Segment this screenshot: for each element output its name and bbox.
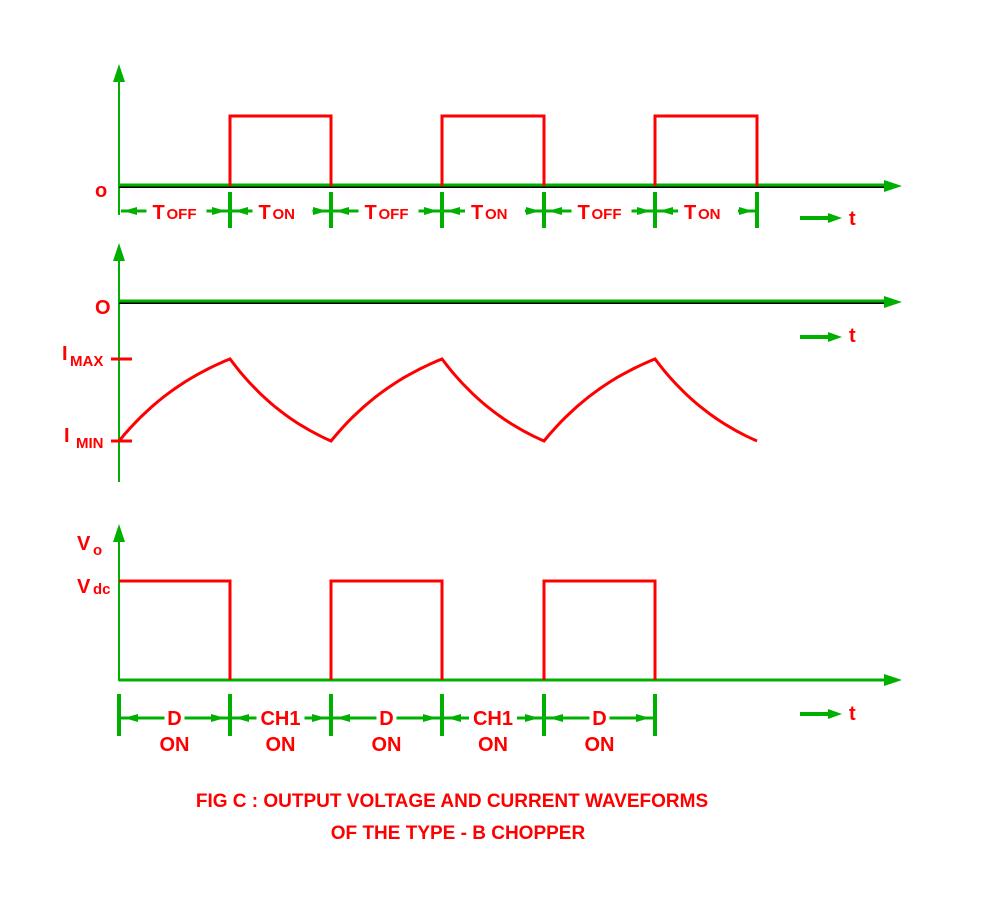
arrow-left-icon: [124, 714, 138, 722]
imin-label: I: [64, 425, 70, 447]
arrow-right-icon: [636, 714, 650, 722]
bottom-interval-state: ON: [372, 734, 402, 756]
arrow-left-icon: [659, 207, 673, 215]
bottom-interval-label: CH1: [260, 708, 300, 730]
bottom-interval-label: CH1: [473, 708, 513, 730]
middle-time-label: t: [849, 325, 856, 347]
top-interval-label: T: [259, 202, 271, 224]
arrow-right-icon: [312, 714, 326, 722]
voltage-pulse: [542, 579, 657, 680]
arrow-left-icon: [549, 714, 563, 722]
caption-line-2: OF THE TYPE - B CHOPPER: [331, 823, 586, 844]
bottom-y-axis-arrow-icon: [113, 524, 125, 542]
top-y-axis-arrow-icon: [113, 64, 125, 82]
arrow-left-icon: [123, 207, 137, 215]
top-time-arrow-head: [828, 213, 842, 223]
middle-y-axis-arrow-icon: [113, 243, 125, 261]
vo-label: V: [77, 533, 91, 555]
top-interval-label: T: [471, 202, 483, 224]
imax-label: I: [62, 343, 68, 365]
bottom-time-arrow-head: [828, 709, 842, 719]
top-interval-label: T: [365, 202, 377, 224]
top-origin-label: o: [95, 180, 107, 202]
voltage-pulse: [119, 579, 232, 680]
bottom-interval-state: ON: [266, 734, 296, 756]
top-interval-sub: OFF: [592, 206, 622, 223]
arrow-right-icon: [739, 207, 753, 215]
top-pulse: [228, 114, 333, 186]
arrow-left-icon: [234, 207, 248, 215]
arrow-right-icon: [313, 207, 327, 215]
middle-time-arrow-head: [828, 332, 842, 342]
bottom-interval-label: D: [592, 708, 606, 730]
arrow-right-icon: [423, 714, 437, 722]
bottom-interval-state: ON: [585, 734, 615, 756]
arrow-left-icon: [447, 714, 461, 722]
top-interval-sub: ON: [698, 206, 721, 223]
imax-sub: MAX: [70, 353, 103, 370]
top-pulse: [440, 114, 546, 186]
vdc-sub: dc: [93, 581, 111, 598]
arrow-left-icon: [235, 714, 249, 722]
arrow-right-icon: [526, 207, 540, 215]
top-interval-label: T: [578, 202, 590, 224]
top-time-label: t: [849, 208, 856, 230]
top-interval-sub: OFF: [379, 206, 409, 223]
arrow-left-icon: [336, 714, 350, 722]
top-interval-sub: ON: [273, 206, 296, 223]
arrow-right-icon: [211, 714, 225, 722]
bottom-x-axis-arrow-icon: [884, 674, 902, 686]
bottom-interval-state: ON: [160, 734, 190, 756]
arrow-right-icon: [637, 207, 651, 215]
vo-sub: o: [93, 542, 102, 559]
middle-x-axis-arrow-icon: [884, 296, 902, 308]
voltage-pulse: [329, 579, 444, 680]
imin-sub: MIN: [76, 435, 104, 452]
caption-line-1: FIG C : OUTPUT VOLTAGE AND CURRENT WAVEF…: [196, 791, 708, 812]
top-interval-label: T: [684, 202, 696, 224]
arrow-right-icon: [212, 207, 226, 215]
top-pulse: [653, 114, 759, 186]
top-interval-label: T: [153, 202, 165, 224]
bottom-interval-state: ON: [478, 734, 508, 756]
arrow-right-icon: [424, 207, 438, 215]
bottom-interval-label: D: [167, 708, 181, 730]
middle-origin-label: O: [95, 297, 111, 319]
vdc-label: V: [77, 576, 91, 598]
top-x-axis-arrow-icon: [884, 180, 902, 192]
arrow-right-icon: [525, 714, 539, 722]
arrow-left-icon: [335, 207, 349, 215]
bottom-interval-label: D: [379, 708, 393, 730]
top-interval-sub: OFF: [167, 206, 197, 223]
top-interval-sub: ON: [485, 206, 508, 223]
current-waveform: [117, 357, 758, 443]
bottom-time-label: t: [849, 703, 856, 725]
arrow-left-icon: [446, 207, 460, 215]
arrow-left-icon: [548, 207, 562, 215]
